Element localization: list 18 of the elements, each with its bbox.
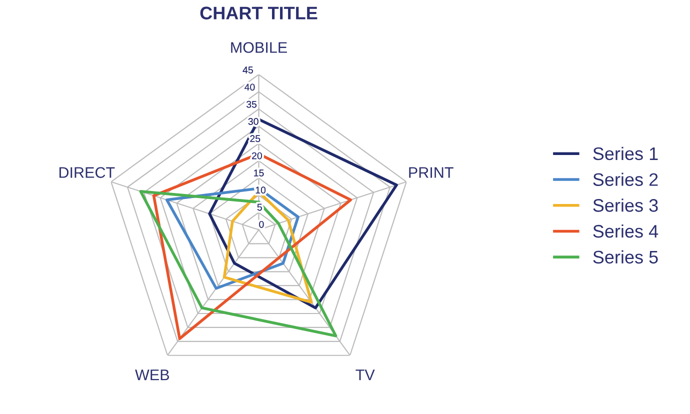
- spoke-label: WEB: [135, 370, 169, 380]
- legend-label: Series 4: [593, 224, 658, 238]
- y-tick-label: 40: [244, 84, 255, 91]
- chart-title: CHART TITLE: [200, 6, 318, 20]
- spoke-label: TV: [356, 370, 375, 380]
- spoke-label: PRINT: [409, 167, 454, 178]
- y-tick-label: 0: [259, 220, 264, 228]
- spoke-label: MOBILE: [231, 42, 287, 53]
- legend-label: Series 2: [593, 172, 658, 186]
- y-tick-label: 45: [242, 66, 253, 74]
- y-tick-label: 5: [257, 204, 262, 211]
- y-tick-label: 25: [250, 135, 260, 142]
- legend-label: Series 1: [593, 146, 658, 160]
- y-tick-label: 15: [254, 170, 264, 176]
- y-tick-label: 35: [246, 100, 257, 108]
- legend-label: Series 3: [593, 198, 658, 212]
- spoke-label: DIRECT: [59, 167, 115, 178]
- legend-label: Series 5: [593, 250, 658, 264]
